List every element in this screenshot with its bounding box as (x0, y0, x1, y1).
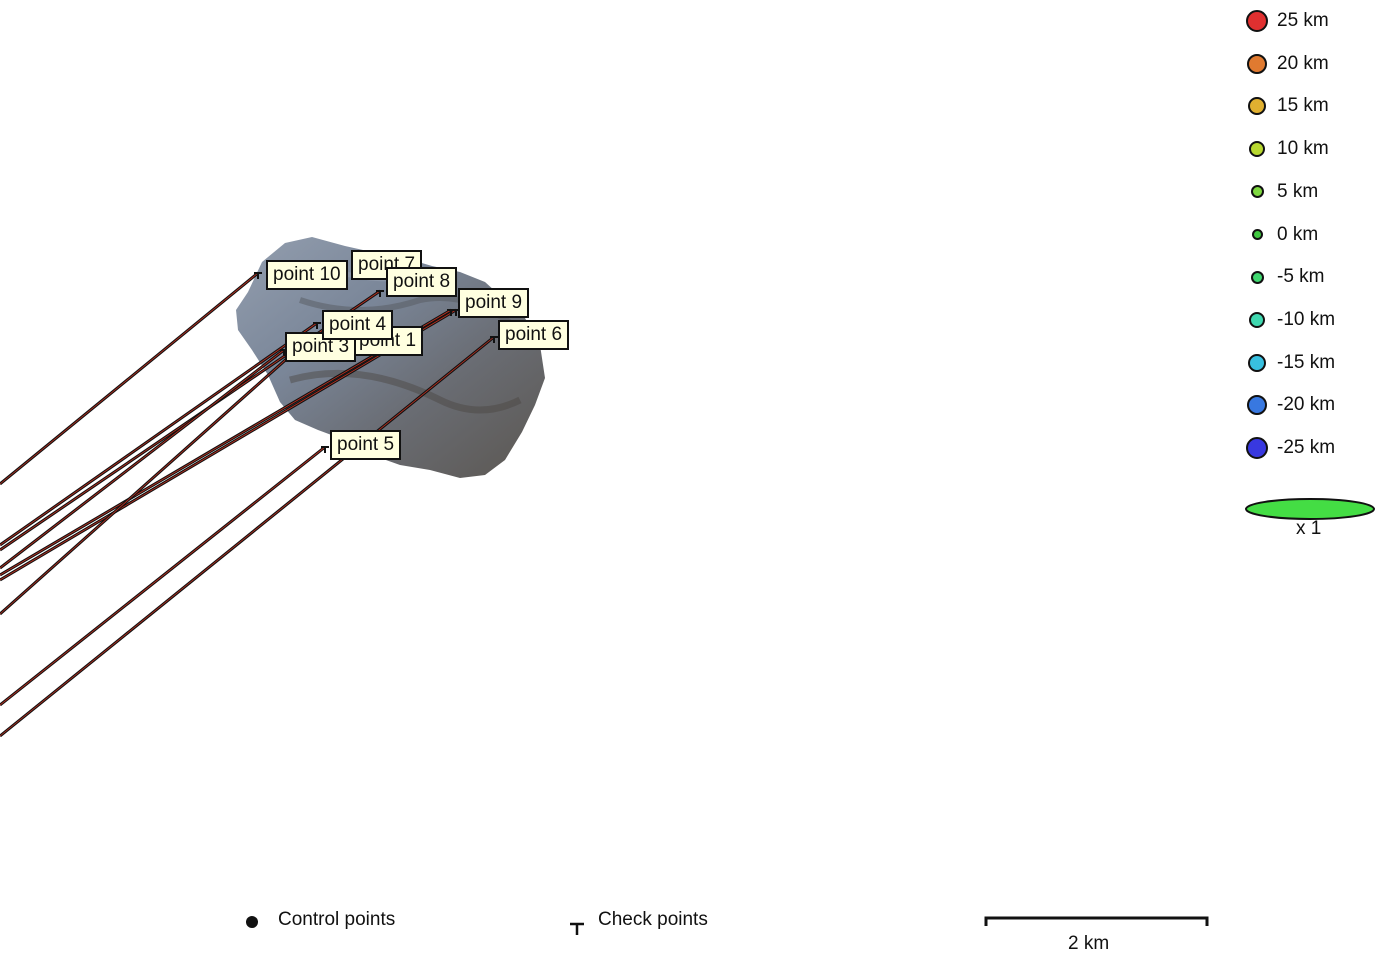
check-point-marker (490, 336, 498, 343)
ellipse-scale-label: x 1 (1296, 518, 1322, 539)
legend-dot (1249, 311, 1265, 328)
legend-dot (1247, 395, 1267, 416)
error-vectors (0, 271, 495, 738)
legend-item: 5 km (1244, 177, 1318, 207)
point-label[interactable]: point 6 (498, 320, 570, 350)
check-point-marker (254, 272, 262, 279)
check-point-symbol (570, 922, 584, 935)
legend-item: 0 km (1244, 220, 1318, 250)
scale-bar (984, 916, 1209, 926)
point-label[interactable]: point 8 (386, 267, 458, 297)
legend-dot (1250, 185, 1264, 199)
legend-label: -15 km (1277, 351, 1336, 373)
point-label[interactable]: point 9 (458, 288, 530, 318)
point-label[interactable]: point 10 (266, 260, 348, 290)
legend-label: 25 km (1277, 10, 1329, 31)
check-points-label: Check points (598, 909, 708, 930)
legend-label: -20 km (1277, 394, 1336, 416)
legend-item: -5 km (1244, 262, 1325, 292)
legend-dot (1248, 97, 1266, 116)
legend-dot (1247, 53, 1267, 74)
legend-ellipse (1245, 498, 1375, 520)
legend-dot (1251, 229, 1263, 240)
legend-item: 25 km (1244, 6, 1329, 36)
legend-dot (1248, 353, 1266, 372)
point-label[interactable]: point 5 (330, 430, 402, 460)
legend-dot (1250, 270, 1264, 284)
error-vector-core (0, 446, 326, 706)
legend-item: -20 km (1244, 390, 1335, 420)
error-vector-core (0, 338, 310, 615)
control-points-label: Control points (278, 909, 396, 930)
legend-label: 5 km (1277, 180, 1319, 202)
legend-item: 20 km (1244, 49, 1329, 79)
legend-label: -25 km (1277, 437, 1336, 458)
legend-item: -10 km (1244, 305, 1335, 335)
check-point-marker (376, 290, 384, 297)
legend-label: -5 km (1277, 266, 1325, 288)
legend-item: 15 km (1244, 91, 1329, 121)
scale-bar-label: 2 km (1068, 933, 1110, 954)
legend-label: 0 km (1277, 223, 1319, 245)
legend-label: 10 km (1277, 138, 1329, 160)
legend-label: -10 km (1277, 308, 1336, 330)
check-point-marker (321, 446, 329, 453)
legend-item: -15 km (1244, 348, 1335, 378)
error-vector-core (0, 322, 318, 546)
legend-label: 15 km (1277, 95, 1329, 117)
legend-dot (1246, 437, 1268, 459)
point-label[interactable]: point 4 (322, 310, 394, 340)
error-vector-core (0, 272, 259, 485)
control-point-symbol (246, 916, 258, 928)
check-point-marker (313, 322, 321, 329)
legend-item: 10 km (1244, 134, 1329, 164)
legend-dot (1246, 10, 1268, 32)
legend-item: -25 km (1244, 433, 1335, 463)
legend-label: 20 km (1277, 52, 1329, 74)
legend-dot (1249, 141, 1265, 158)
error-vector-core (0, 336, 495, 737)
error-vector-core (0, 349, 285, 569)
